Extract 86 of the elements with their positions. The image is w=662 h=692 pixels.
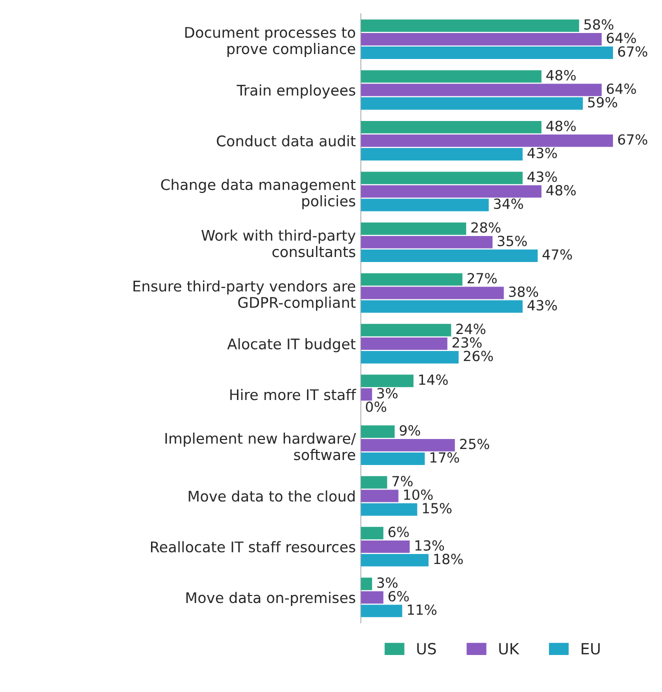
data-label: 43% bbox=[527, 148, 557, 158]
data-label: 26% bbox=[464, 350, 493, 362]
data-label: 48% bbox=[546, 70, 576, 80]
bar bbox=[360, 185, 542, 198]
bar bbox=[360, 46, 613, 59]
data-label: 48% bbox=[546, 184, 576, 196]
bar bbox=[360, 554, 429, 566]
data-label: 18% bbox=[434, 554, 463, 564]
bar bbox=[360, 540, 410, 553]
bar bbox=[360, 84, 602, 96]
bar bbox=[360, 526, 384, 540]
y-tick-label: Alocate IT budget bbox=[227, 338, 356, 352]
bar bbox=[360, 503, 418, 516]
data-label: 59% bbox=[588, 97, 618, 108]
legend-label: UK bbox=[499, 643, 520, 654]
data-label: 38% bbox=[509, 286, 538, 297]
bar bbox=[360, 490, 398, 502]
bar bbox=[360, 32, 602, 46]
data-label: 58% bbox=[584, 19, 614, 30]
data-label: 67% bbox=[618, 134, 648, 145]
bar bbox=[360, 134, 613, 147]
legend-label: EU bbox=[582, 643, 600, 654]
bar bbox=[360, 70, 542, 83]
data-label: 35% bbox=[498, 236, 527, 246]
y-tick-label: Reallocate IT staff resources bbox=[151, 541, 356, 552]
data-label: 14% bbox=[419, 374, 448, 385]
y-tick-label: Ensure third-party vendors are GDPR-compliant bbox=[134, 280, 356, 311]
data-label: 34% bbox=[494, 198, 524, 210]
bar bbox=[360, 337, 448, 350]
bar bbox=[360, 273, 462, 286]
bar bbox=[360, 236, 493, 248]
bar bbox=[360, 286, 504, 300]
data-label: 17% bbox=[430, 452, 460, 463]
data-label: 27% bbox=[468, 272, 497, 284]
bar bbox=[360, 374, 414, 388]
data-label: 3% bbox=[377, 388, 398, 398]
data-label: 15% bbox=[422, 502, 452, 514]
y-tick-label: Work with third-party consultants bbox=[201, 230, 356, 258]
y-tick-label: Change data management policies bbox=[161, 178, 356, 210]
data-label: 24% bbox=[456, 324, 486, 334]
data-label: 13% bbox=[415, 540, 444, 551]
bar bbox=[360, 172, 523, 184]
legend-label: US bbox=[417, 642, 436, 654]
y-tick-label: Conduct data audit bbox=[216, 135, 356, 146]
y-tick-label: Move data to the cloud bbox=[188, 490, 355, 502]
bar bbox=[360, 148, 523, 160]
data-label: 7% bbox=[392, 476, 413, 486]
bar bbox=[360, 578, 372, 590]
data-label: 47% bbox=[542, 249, 572, 260]
bar bbox=[360, 222, 466, 235]
data-label: 23% bbox=[452, 337, 482, 348]
bar bbox=[360, 591, 384, 604]
bar bbox=[360, 452, 425, 465]
data-label: 11% bbox=[408, 604, 436, 615]
bar bbox=[360, 324, 452, 336]
y-tick-label: Implement new hardware/ software bbox=[165, 432, 356, 460]
data-label: 6% bbox=[388, 526, 409, 538]
data-label: 28% bbox=[471, 222, 500, 233]
data-label: 43% bbox=[527, 300, 557, 311]
data-label: 64% bbox=[606, 83, 636, 94]
data-label: 43% bbox=[527, 171, 557, 182]
bar bbox=[360, 476, 388, 489]
bar bbox=[360, 425, 395, 438]
bar bbox=[360, 19, 580, 32]
data-label: 67% bbox=[618, 46, 648, 57]
y-tick-label: Document processes to prove compliance bbox=[185, 27, 356, 58]
bar bbox=[360, 604, 402, 618]
bar bbox=[360, 438, 455, 452]
data-label: 6% bbox=[388, 590, 409, 602]
data-label: 0% bbox=[366, 401, 386, 412]
data-label: 25% bbox=[460, 438, 490, 450]
y-tick-label: Move data on-premises bbox=[186, 592, 356, 606]
data-label: 9% bbox=[400, 425, 420, 436]
bar bbox=[360, 120, 542, 134]
bar bbox=[360, 351, 459, 364]
data-label: 10% bbox=[404, 489, 433, 500]
bar bbox=[360, 97, 583, 110]
data-label: 64% bbox=[606, 32, 636, 44]
y-tick-label: Hire more IT staff bbox=[230, 388, 356, 400]
data-label: 3% bbox=[377, 577, 398, 588]
bar bbox=[360, 250, 538, 262]
bar bbox=[360, 198, 489, 212]
y-tick-label: Train employees bbox=[236, 84, 356, 99]
bar bbox=[360, 388, 372, 401]
bar bbox=[360, 300, 523, 313]
data-label: 48% bbox=[546, 120, 576, 132]
